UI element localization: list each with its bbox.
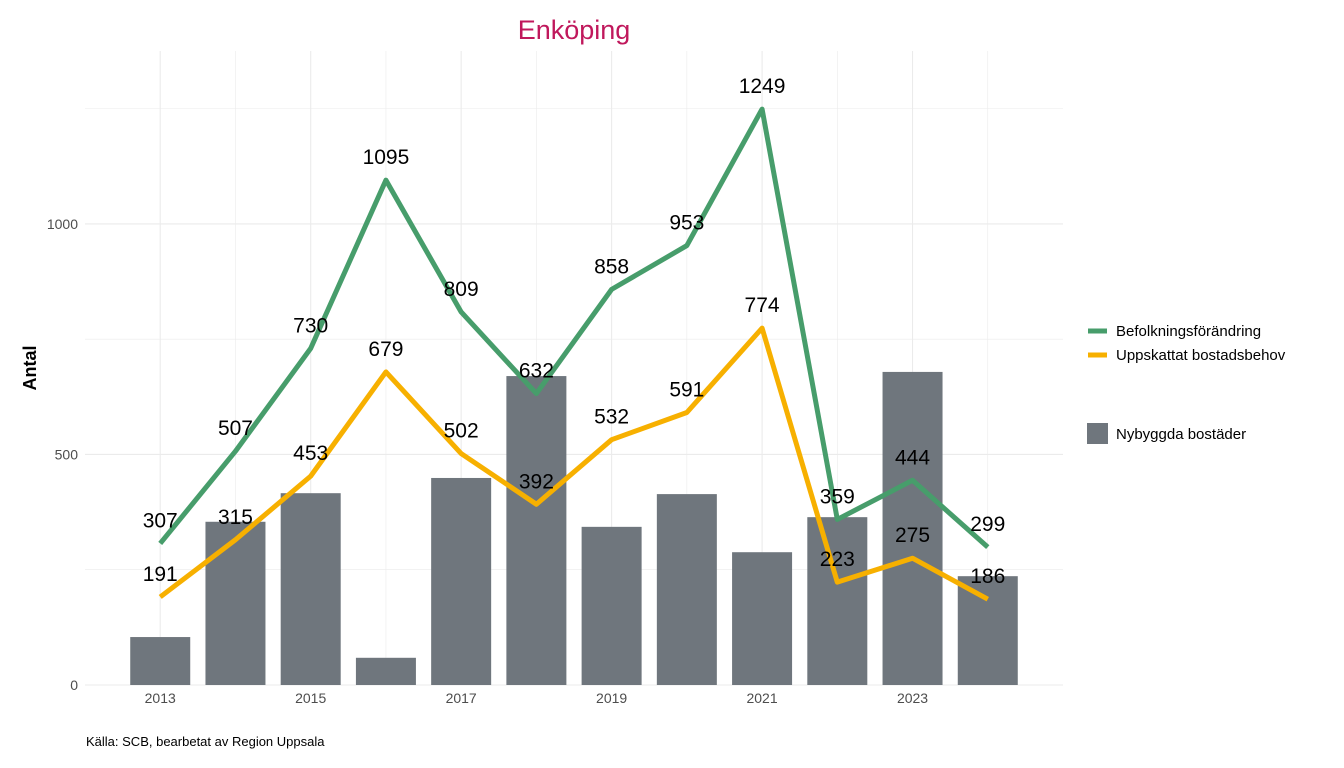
bar xyxy=(957,576,1018,685)
data-label: 275 xyxy=(895,524,930,547)
bar xyxy=(506,376,567,685)
data-label: 359 xyxy=(820,485,855,508)
series-line xyxy=(158,106,990,550)
y-axis-label: Antal xyxy=(20,346,40,391)
bar xyxy=(656,494,717,685)
bar xyxy=(732,552,793,685)
data-label: 502 xyxy=(444,420,479,443)
data-label: 730 xyxy=(293,314,328,337)
data-label: 307 xyxy=(143,509,178,532)
data-label: 223 xyxy=(820,548,855,571)
data-label: 774 xyxy=(745,294,780,317)
data-label: 532 xyxy=(594,406,629,429)
data-label: 315 xyxy=(218,506,253,529)
y-tick-label: 1000 xyxy=(47,216,78,232)
legend-label: Uppskattat bostadsbehov xyxy=(1116,347,1286,364)
data-label: 953 xyxy=(669,212,704,235)
y-tick-label: 0 xyxy=(70,677,78,693)
data-label: 453 xyxy=(293,442,328,465)
data-label: 679 xyxy=(368,338,403,361)
chart-title: Enköping xyxy=(518,15,631,45)
bar xyxy=(882,371,943,685)
bar xyxy=(581,526,642,685)
x-tick-label: 2013 xyxy=(145,690,176,706)
data-label: 809 xyxy=(444,278,479,301)
data-label: 1249 xyxy=(739,75,786,98)
bar xyxy=(280,493,341,685)
data-label: 591 xyxy=(669,378,704,401)
bar xyxy=(431,477,492,685)
x-tick-label: 2017 xyxy=(446,690,477,706)
data-label: 299 xyxy=(970,513,1005,536)
x-tick-label: 2021 xyxy=(746,690,777,706)
data-label: 444 xyxy=(895,446,930,469)
data-label: 507 xyxy=(218,417,253,440)
x-tick-label: 2019 xyxy=(596,690,627,706)
bar xyxy=(205,521,266,685)
bar xyxy=(130,637,191,685)
bar xyxy=(355,657,416,685)
data-label: 392 xyxy=(519,470,554,493)
x-tick-label: 2023 xyxy=(897,690,928,706)
data-label: 186 xyxy=(970,565,1005,588)
data-label: 632 xyxy=(519,360,554,383)
y-tick-label: 500 xyxy=(55,446,79,462)
series-line xyxy=(158,325,989,602)
legend-label: Befolkningsförändring xyxy=(1116,323,1261,340)
data-label: 1095 xyxy=(363,146,410,169)
legend-label: Nybyggda bostäder xyxy=(1116,426,1246,443)
bar xyxy=(807,517,868,685)
data-label: 858 xyxy=(594,255,629,278)
caption: Källa: SCB, bearbetat av Region Uppsala xyxy=(86,734,325,749)
legend-bar-key xyxy=(1087,423,1108,444)
x-tick-label: 2015 xyxy=(295,690,326,706)
data-label: 191 xyxy=(143,563,178,586)
